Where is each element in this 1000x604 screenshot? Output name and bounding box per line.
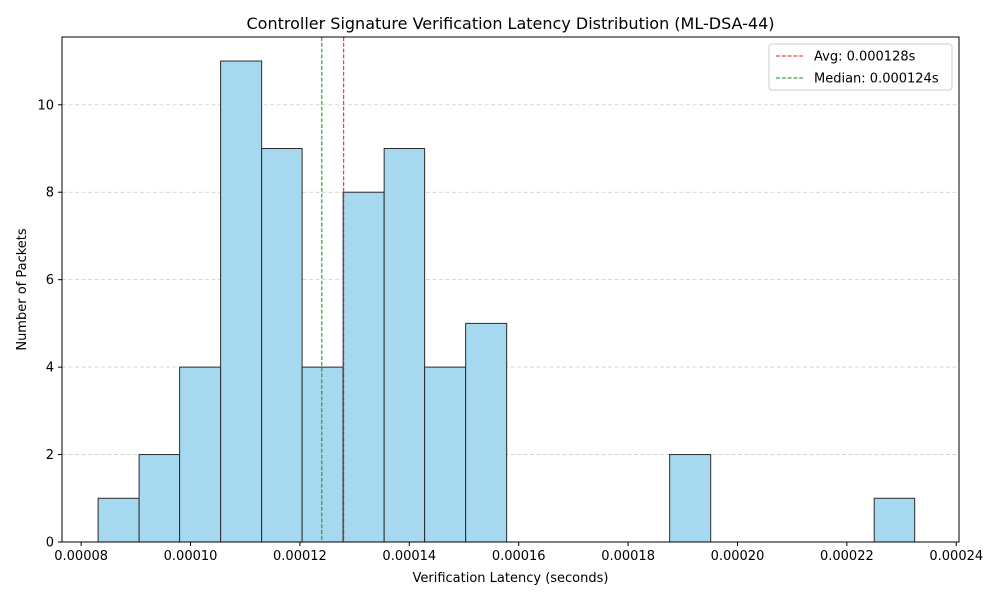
histogram-bars: [97, 60, 916, 543]
legend-median-label: Median: 0.000124s: [814, 72, 939, 87]
x-tick-label: 0.00024: [929, 549, 983, 564]
x-tick-label: 0.00016: [492, 549, 546, 564]
chart-title: Controller Signature Verification Latenc…: [247, 14, 775, 33]
histogram-bar: [97, 497, 140, 543]
x-tick-label: 0.00018: [601, 549, 655, 564]
y-tick-label: 8: [46, 186, 54, 201]
y-tick-label: 0: [46, 536, 54, 551]
y-tick-label: 2: [46, 448, 54, 463]
histogram-bar: [873, 497, 916, 543]
x-axis-label: Verification Latency (seconds): [413, 571, 609, 586]
histogram-bar: [261, 147, 303, 543]
histogram-bar: [138, 454, 181, 543]
x-tick-label: 0.00008: [54, 549, 108, 564]
plot-frame: [61, 36, 960, 543]
reference-lines: [321, 37, 345, 542]
x-tick-label: 0.00010: [164, 549, 218, 564]
y-axis-ticks: 0 2 4 6 8 10: [37, 98, 62, 551]
x-axis-ticks: 0.00008 0.00010 0.00012 0.00014 0.00016 0.000…: [54, 542, 983, 564]
histogram-bar: [342, 191, 385, 543]
histogram-bar: [383, 147, 426, 543]
histogram-bar: [179, 366, 222, 543]
histogram-bar: [220, 60, 263, 543]
x-tick-label: 0.00020: [711, 549, 765, 564]
y-tick-label: 4: [46, 361, 54, 376]
y-tick-label: 6: [46, 273, 54, 288]
x-tick-label: 0.00014: [382, 549, 436, 564]
histogram-bar: [465, 322, 508, 543]
y-axis-label: Number of Packets: [15, 228, 30, 351]
histogram-bar: [424, 366, 467, 543]
x-tick-label: 0.00012: [273, 549, 327, 564]
x-tick-label: 0.00022: [820, 549, 874, 564]
histogram-bar: [669, 454, 712, 543]
legend-box: [768, 43, 953, 91]
legend: Avg: 0.000128s Median: 0.000124s: [768, 43, 953, 91]
legend-average-label: Avg: 0.000128s: [814, 50, 916, 65]
y-tick-label: 10: [37, 98, 54, 113]
histogram-bar: [301, 366, 344, 543]
